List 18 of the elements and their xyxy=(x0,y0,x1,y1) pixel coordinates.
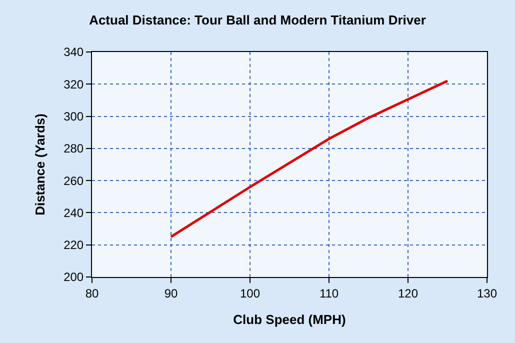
chart-title: Actual Distance: Tour Ball and Modern Titanium Driver xyxy=(89,12,426,28)
x-tick-label: 110 xyxy=(319,286,339,300)
y-tick-label: 240 xyxy=(64,206,84,220)
x-tick-label: 130 xyxy=(476,286,498,300)
y-tick-label: 300 xyxy=(64,109,84,124)
x-tick-label: 90 xyxy=(164,286,178,300)
x-tick-label: 80 xyxy=(85,286,99,300)
line-series xyxy=(170,80,449,238)
y-tick-label: 260 xyxy=(64,174,84,188)
x-tick-label: 120 xyxy=(398,286,418,300)
y-tick-label: 200 xyxy=(64,270,84,284)
y-tick-label: 340 xyxy=(64,45,84,60)
y-tick-label: 280 xyxy=(64,142,84,156)
y-tick-label: 320 xyxy=(64,77,84,92)
y-tick-label: 220 xyxy=(64,238,84,252)
y-axis-title: Distance (Yards) xyxy=(32,114,48,216)
x-tick-label: 100 xyxy=(240,286,260,300)
x-axis-title: Club Speed (MPH) xyxy=(233,312,346,327)
